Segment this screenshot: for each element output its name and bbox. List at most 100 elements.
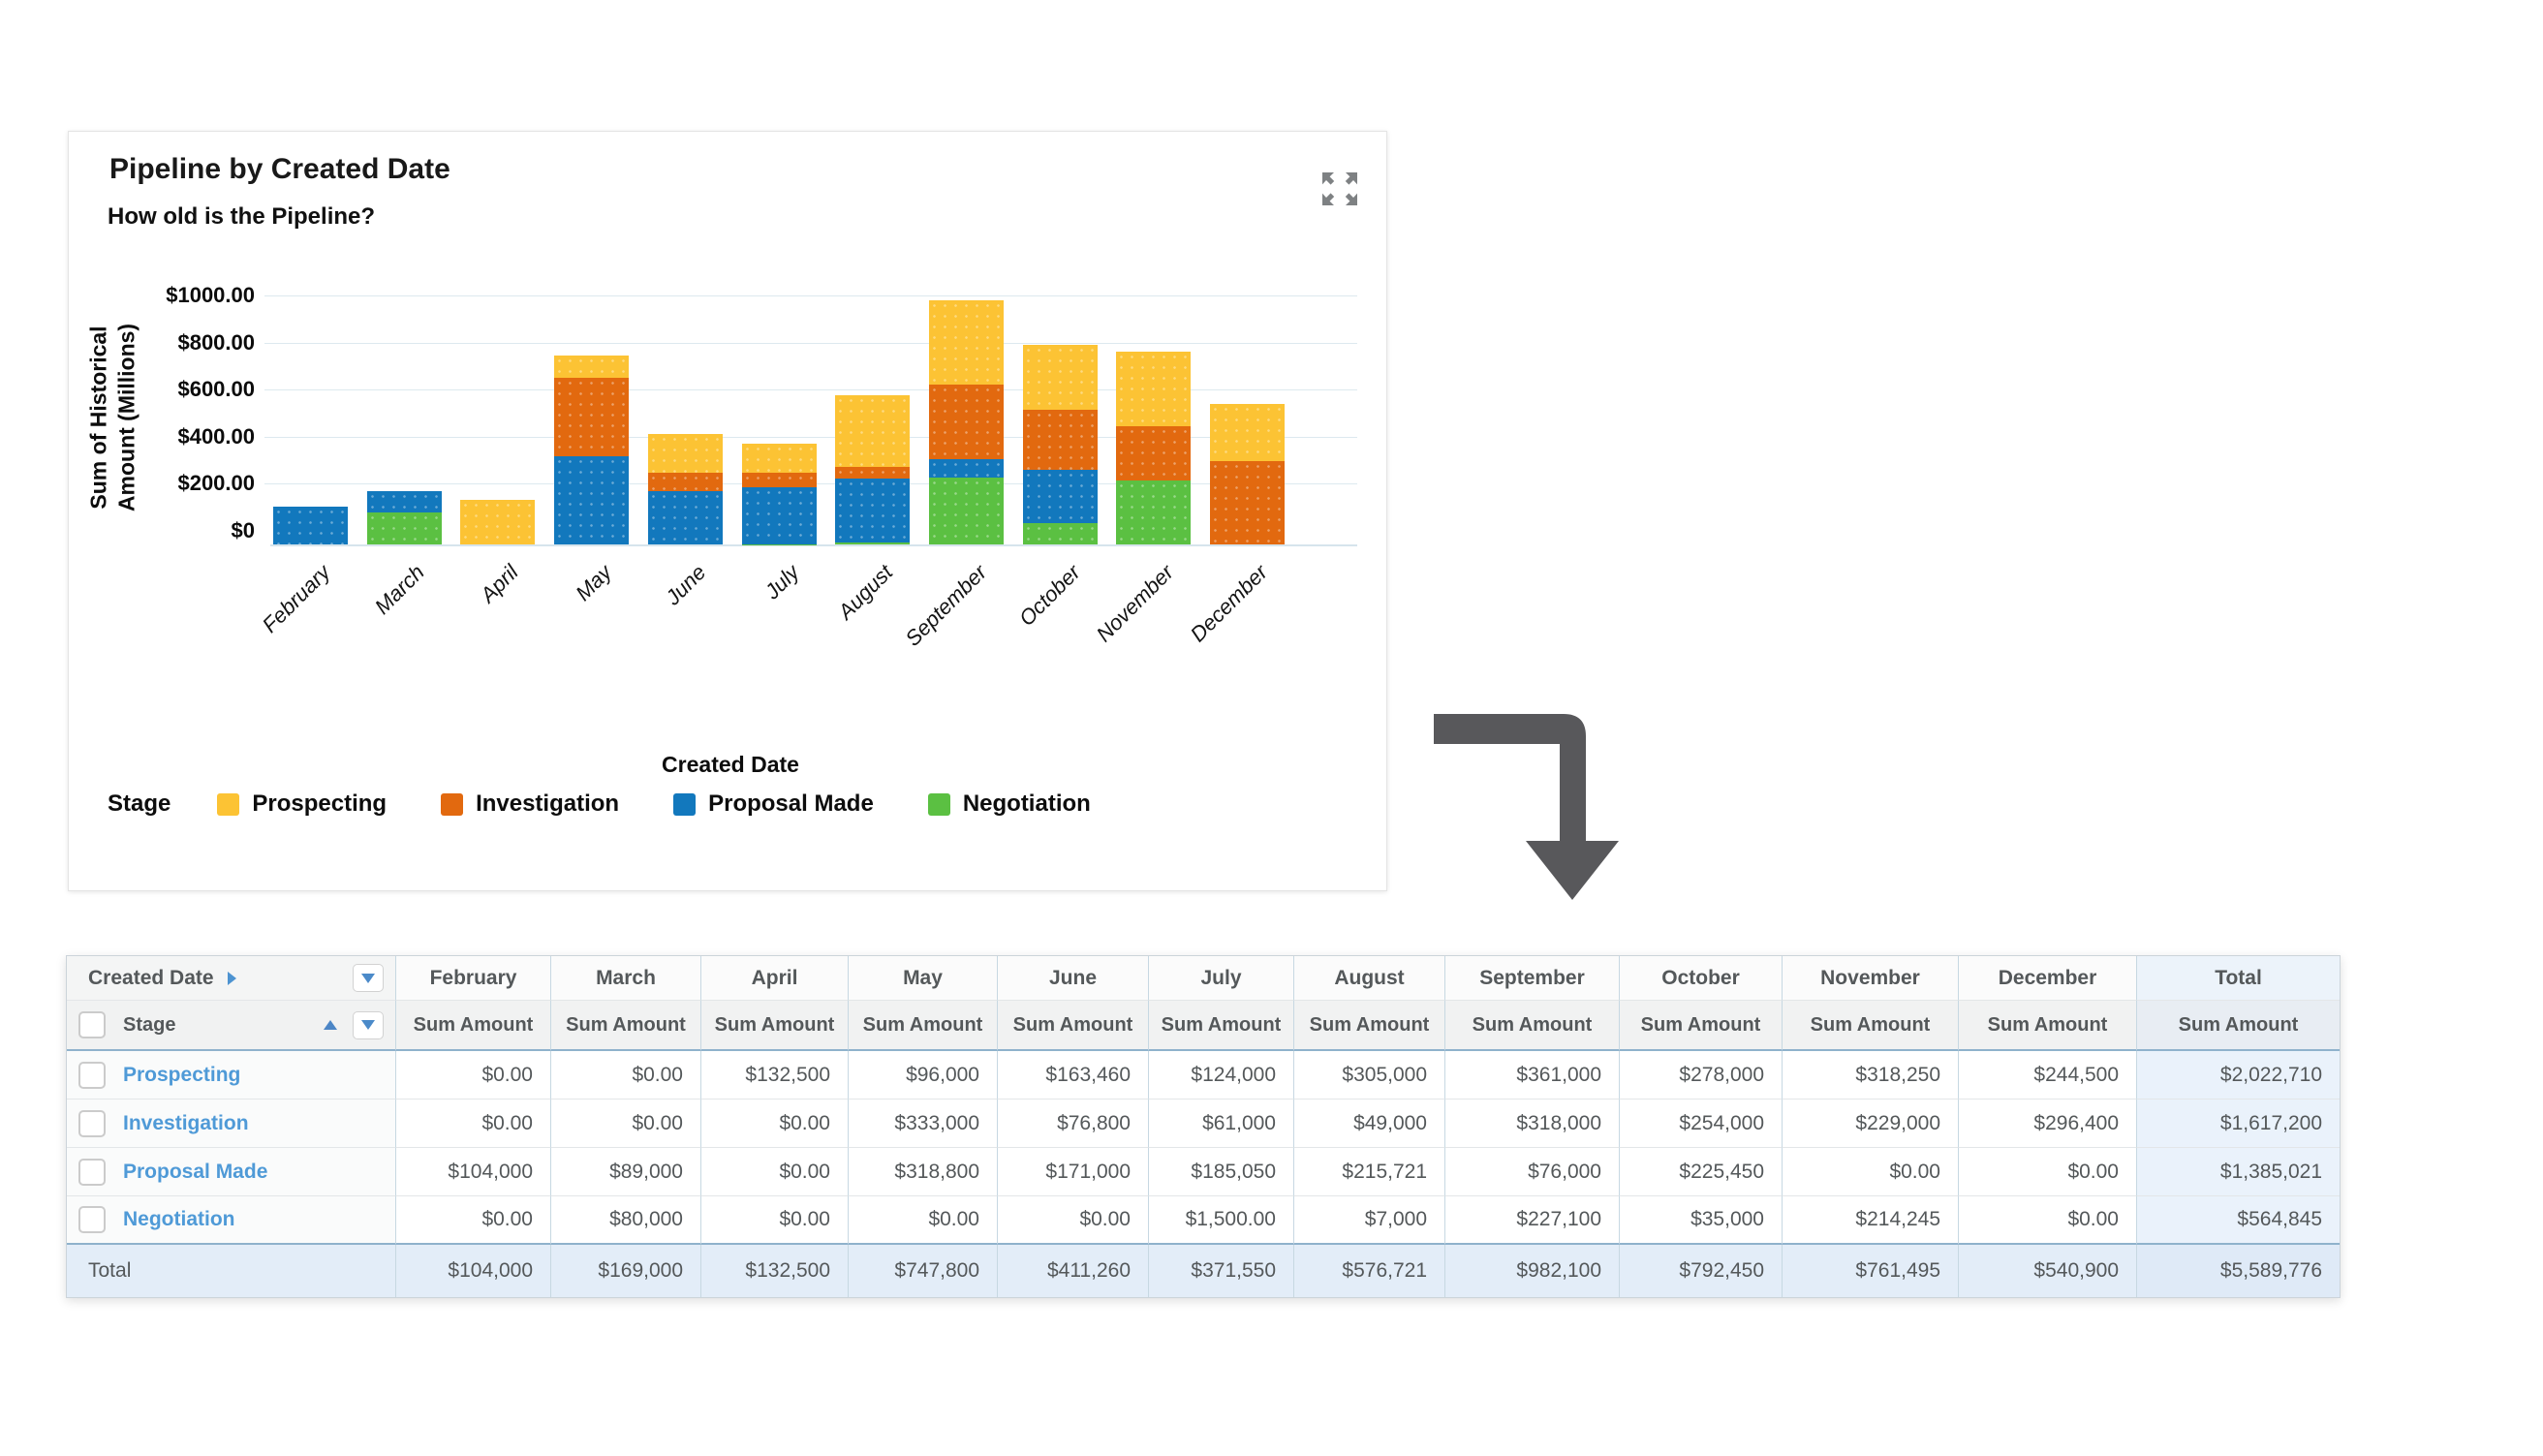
stage-link-prospecting[interactable]: Prospecting (123, 1063, 241, 1086)
bar-december[interactable] (1210, 403, 1285, 544)
bar-segment-prospecting[interactable] (460, 499, 536, 544)
table-cell: $244,500 (1959, 1051, 2137, 1100)
created-date-filter-button[interactable] (353, 964, 384, 992)
bar-segment-prospecting[interactable] (554, 355, 630, 378)
table-cell: $225,450 (1620, 1148, 1783, 1196)
bar-segment-prospecting[interactable] (1116, 352, 1192, 427)
table-cell: $61,000 (1149, 1100, 1294, 1148)
table-cell: $0.00 (551, 1100, 701, 1148)
bar-may[interactable] (554, 355, 630, 544)
legend-item-negotiation[interactable]: Negotiation (927, 790, 1091, 818)
bar-segment-investigation[interactable] (1116, 426, 1192, 481)
stage-link-investigation[interactable]: Investigation (123, 1111, 249, 1134)
bar-segment-investigation[interactable] (1210, 461, 1285, 544)
sum-amount-header: Sum Amount (1783, 1001, 1959, 1051)
bar-segment-prospecting[interactable] (1022, 344, 1098, 411)
x-axis-label: March (369, 560, 429, 619)
row-checkbox[interactable] (78, 1109, 106, 1137)
expand-button[interactable] (1317, 169, 1363, 211)
table-cell: $163,460 (998, 1051, 1149, 1100)
sum-amount-header: Sum Amount (396, 1001, 551, 1051)
bar-segment-investigation[interactable] (741, 472, 817, 487)
total-cell: $104,000 (396, 1245, 551, 1297)
bar-segment-investigation[interactable] (1022, 410, 1098, 470)
stage-link-negotiation[interactable]: Negotiation (123, 1208, 235, 1230)
bar-july[interactable] (741, 443, 817, 544)
table-cell: $0.00 (701, 1148, 849, 1196)
table-cell: $104,000 (396, 1148, 551, 1196)
legend-item-prospecting[interactable]: Prospecting (217, 790, 387, 818)
bar-segment-negotiation[interactable] (928, 477, 1004, 544)
created-date-label: Created Date (88, 966, 214, 989)
row-checkbox[interactable] (78, 1061, 106, 1089)
legend-swatch (673, 792, 697, 816)
bar-segment-prospecting[interactable] (741, 443, 817, 473)
bar-segment-negotiation[interactable] (366, 511, 442, 544)
column-header-february: February (396, 956, 551, 1001)
bar-segment-prospecting[interactable] (835, 395, 911, 468)
table-cell: $35,000 (1620, 1196, 1783, 1245)
gridline (264, 389, 1357, 391)
bar-september[interactable] (928, 299, 1004, 544)
bar-segment-investigation[interactable] (554, 377, 630, 456)
bar-segment-prospecting[interactable] (928, 299, 1004, 386)
stage-header[interactable]: Stage (67, 1001, 396, 1051)
bar-segment-negotiation[interactable] (835, 542, 911, 544)
table-cell: $305,000 (1294, 1051, 1445, 1100)
x-axis-label: October (1013, 560, 1085, 632)
select-all-checkbox[interactable] (78, 1011, 106, 1038)
bar-segment-proposal-made[interactable] (554, 455, 630, 544)
row-checkbox[interactable] (78, 1206, 106, 1233)
bar-segment-proposal-made[interactable] (1022, 469, 1098, 523)
bar-segment-prospecting[interactable] (647, 434, 723, 473)
table-cell: $0.00 (1783, 1148, 1959, 1196)
bar-segment-prospecting[interactable] (1210, 403, 1285, 462)
table-cell: $0.00 (701, 1196, 849, 1245)
stage-link-proposal-made[interactable]: Proposal Made (123, 1160, 268, 1183)
table-row-header-investigation: Investigation (67, 1100, 396, 1148)
total-cell: $5,589,776 (2137, 1245, 2340, 1297)
bar-march[interactable] (366, 491, 442, 544)
created-date-header[interactable]: Created Date (67, 956, 396, 1001)
legend-label: Investigation (476, 790, 620, 817)
bar-segment-proposal-made[interactable] (647, 490, 723, 544)
table-cell: $227,100 (1445, 1196, 1620, 1245)
total-cell: $411,260 (998, 1245, 1149, 1297)
column-header-july: July (1149, 956, 1294, 1001)
chart-subtitle: How old is the Pipeline? (108, 203, 376, 230)
bar-june[interactable] (647, 434, 723, 544)
legend-item-proposal-made[interactable]: Proposal Made (673, 790, 874, 818)
table-cell: $76,800 (998, 1100, 1149, 1148)
bar-november[interactable] (1116, 352, 1192, 544)
expand-column-icon (227, 971, 236, 985)
legend-item-investigation[interactable]: Investigation (441, 790, 619, 818)
bar-segment-negotiation[interactable] (1022, 522, 1098, 544)
table-cell: $0.00 (551, 1051, 701, 1100)
x-axis-label: May (571, 560, 617, 606)
bar-segment-proposal-made[interactable] (273, 506, 348, 544)
y-axis-tick-label: $400.00 (177, 423, 255, 449)
total-cell: $371,550 (1149, 1245, 1294, 1297)
bar-february[interactable] (273, 506, 348, 544)
bar-segment-investigation[interactable] (647, 472, 723, 491)
bar-october[interactable] (1022, 344, 1098, 544)
sort-ascending-icon (324, 1020, 337, 1030)
bar-april[interactable] (460, 499, 536, 544)
bar-segment-investigation[interactable] (835, 467, 911, 479)
row-checkbox[interactable] (78, 1158, 106, 1186)
bar-segment-negotiation[interactable] (1116, 480, 1192, 544)
stage-filter-button[interactable] (353, 1010, 384, 1039)
legend-swatch (441, 792, 464, 816)
bar-segment-proposal-made[interactable] (741, 486, 817, 544)
sum-amount-header: Sum Amount (1445, 1001, 1620, 1051)
bar-segment-proposal-made[interactable] (928, 459, 1004, 478)
total-cell: $576,721 (1294, 1245, 1445, 1297)
table-cell: $132,500 (701, 1051, 849, 1100)
bar-segment-investigation[interactable] (928, 385, 1004, 460)
bar-segment-proposal-made[interactable] (835, 478, 911, 543)
sum-amount-header: Sum Amount (1149, 1001, 1294, 1051)
table-cell: $318,800 (849, 1148, 998, 1196)
bar-august[interactable] (835, 395, 911, 544)
column-header-november: November (1783, 956, 1959, 1001)
bar-segment-proposal-made[interactable] (366, 491, 442, 512)
